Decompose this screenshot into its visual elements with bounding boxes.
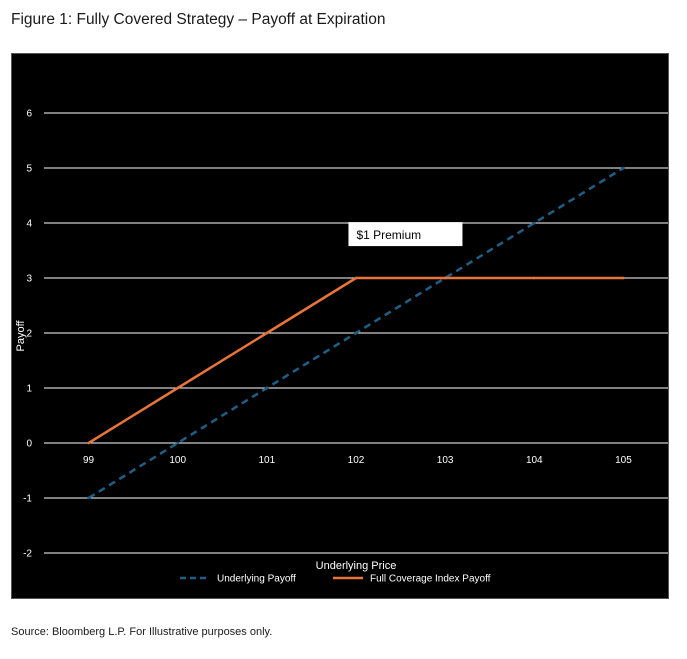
legend-label: Full Coverage Index Payoff: [370, 574, 491, 585]
line-chart: -2 -1 0 1 2 3 4 5 6 99 100 101 102 103 104 105 $1 Prem…: [15, 109, 668, 585]
y-tick-label: 2: [26, 329, 32, 340]
y-tick-label: 0: [26, 439, 32, 450]
legend-item-2: Full Coverage Index Payoff: [333, 574, 491, 585]
x-tick-label: 102: [348, 455, 365, 466]
y-tick-labels: -2 -1 0 1 2 3 4 5 6: [23, 109, 32, 560]
annotation-text: $1 Premium: [356, 228, 421, 242]
data-point-s2: [176, 386, 180, 390]
y-tick-label: -2: [23, 549, 32, 560]
data-point-s1: [87, 496, 90, 500]
legend-label: Underlying Payoff: [217, 574, 296, 585]
data-point-s2: [265, 331, 269, 335]
data-point-s2: [532, 276, 536, 280]
data-point-s1: [622, 166, 625, 170]
series-lines: [87, 166, 625, 500]
x-tick-labels: 99 100 101 102 103 104 105: [83, 455, 632, 466]
series-line-2: [87, 276, 624, 445]
y-tick-label: 1: [26, 384, 32, 395]
x-tick-label: 101: [259, 455, 276, 466]
data-point-s2: [87, 441, 90, 445]
legend-item-1: Underlying Payoff: [180, 574, 296, 585]
x-tick-label: 105: [615, 455, 632, 466]
x-tick-label: 104: [526, 455, 543, 466]
y-tick-label: 6: [26, 109, 32, 120]
annotation-callout: $1 Premium: [348, 222, 463, 247]
data-point-s1: [532, 221, 536, 225]
y-axis-label: Payoff: [15, 320, 27, 352]
annotations: $1 Premium: [348, 222, 463, 247]
chart-area: -2 -1 0 1 2 3 4 5 6 99 100 101 102 103 104 105 $1 Prem…: [11, 53, 669, 599]
annotation-box: [348, 222, 463, 247]
y-tick-label: 3: [26, 274, 32, 285]
y-tick-label: -1: [23, 494, 32, 505]
data-point-s2: [443, 276, 447, 280]
legend: Underlying Payoff Full Coverage Index Pay…: [180, 574, 491, 585]
x-tick-label: 103: [437, 455, 454, 466]
data-point-s2: [354, 276, 358, 280]
x-tick-label: 99: [83, 455, 95, 466]
data-point-s1: [265, 386, 269, 390]
source-note: Source: Bloomberg L.P. For Illustrative …: [11, 626, 273, 638]
x-axis-label: Underlying Price: [316, 560, 397, 572]
figure-title: Figure 1: Fully Covered Strategy – Payof…: [11, 11, 386, 28]
y-tick-label: 5: [26, 164, 32, 175]
data-point-s2: [622, 276, 625, 280]
y-tick-label: 4: [26, 219, 32, 230]
data-point-s1: [176, 441, 180, 445]
data-point-s1: [354, 331, 358, 335]
x-tick-label: 100: [169, 455, 186, 466]
